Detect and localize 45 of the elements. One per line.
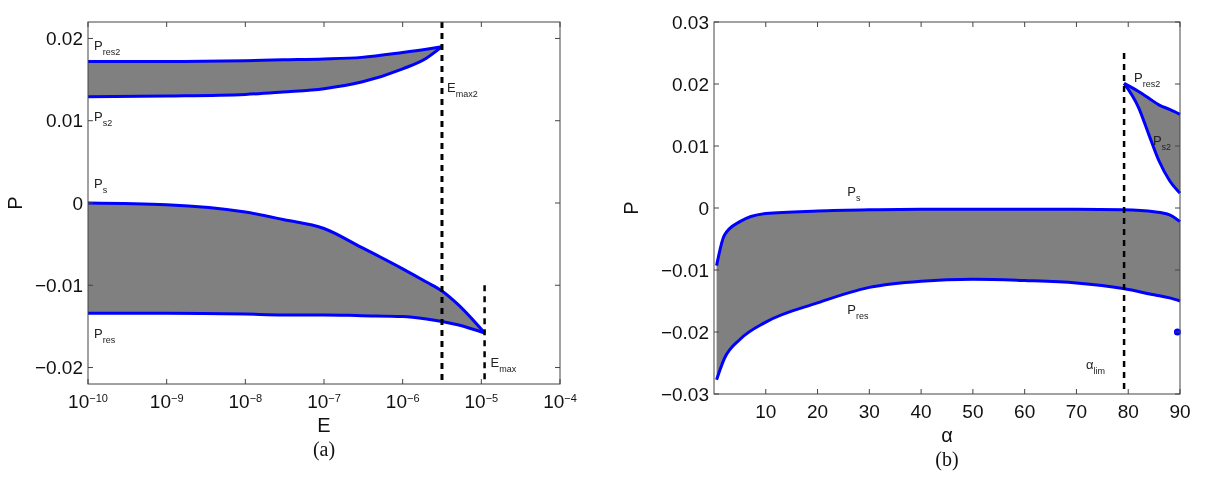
- x-tick-label: 10$^{−9}$: [149, 391, 184, 412]
- series-label: P$_{s}$: [847, 184, 862, 204]
- x-tick-label: 10$^{−7}$: [307, 391, 341, 412]
- y-tick-label: 0: [698, 197, 709, 219]
- x-axis-title: E: [317, 414, 331, 436]
- y-tick-label: 0: [72, 192, 83, 214]
- series-label: P$_{s}$: [94, 175, 108, 195]
- x-tick-label: 90: [1169, 401, 1191, 422]
- x-axis-title: α: [941, 424, 953, 446]
- y-tick-label: −0.02: [660, 321, 709, 343]
- x-tick-label: 50: [962, 401, 984, 422]
- x-tick-label: 30: [858, 401, 880, 422]
- x-tick-label: 40: [910, 401, 932, 422]
- x-tick-label: 20: [806, 401, 829, 422]
- series-label: P$_{res2}$: [94, 38, 121, 58]
- text: (a): [312, 438, 336, 461]
- y-tick-label: 0.02: [672, 73, 709, 95]
- x-tick-label: 10$^{−5}$: [464, 391, 499, 412]
- y-tick-label: 0.01: [46, 110, 83, 132]
- x-tick-label: 10$^{−4}$: [543, 391, 577, 412]
- text: (b): [935, 448, 959, 471]
- y-tick-label: −0.03: [660, 383, 709, 405]
- ref-line-label: E$_{max2}$: [446, 80, 478, 99]
- series-label: E$_{max}$: [490, 354, 517, 374]
- y-tick-label: −0.02: [34, 357, 83, 379]
- series-label: P$_{res}$: [847, 301, 870, 321]
- y-axis-title: P: [620, 201, 642, 215]
- x-tick-label: 70: [1065, 401, 1088, 422]
- x-tick-label: 60: [1014, 401, 1036, 422]
- y-tick-label: 0.03: [672, 11, 709, 33]
- y-tick-label: 0.02: [46, 28, 83, 50]
- x-tick-label: 10$^{−6}$: [385, 391, 420, 412]
- series-label: P$_{s2}$: [1152, 133, 1172, 153]
- x-tick-label: 80: [1117, 401, 1139, 422]
- series-label: α$_{lim}$: [1086, 356, 1106, 376]
- x-tick-label: 10$^{−8}$: [228, 391, 263, 412]
- y-axis-title: P: [4, 196, 26, 210]
- y-tick-label: −0.01: [34, 274, 83, 296]
- x-tick-label: 10$^{−10}$: [68, 391, 108, 412]
- x-tick-label: 10: [755, 401, 777, 422]
- y-tick-label: −0.01: [660, 259, 709, 281]
- series-label: P$_{res2}$: [1134, 69, 1161, 89]
- y-tick-label: 0.01: [672, 135, 709, 157]
- series-label: P$_{res}$: [94, 325, 116, 345]
- series-label: P$_{s2}$: [94, 109, 113, 129]
